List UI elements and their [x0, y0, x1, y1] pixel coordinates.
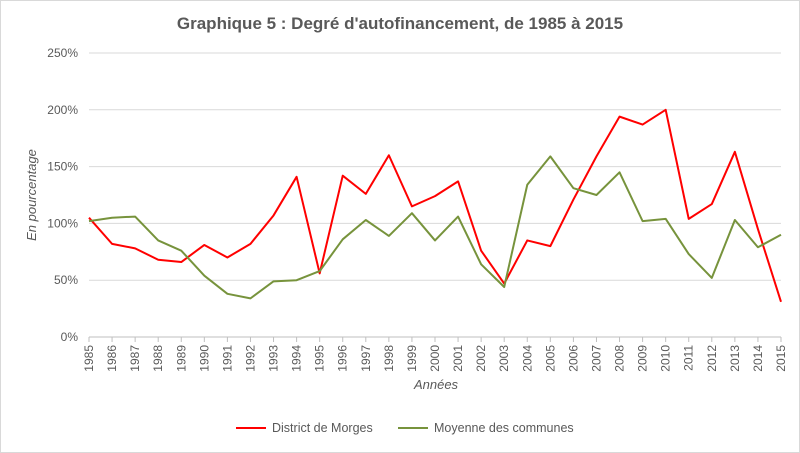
series-line-district-de-morges: [88, 108, 782, 303]
x-tick-label: 1985: [82, 345, 96, 372]
y-tick-label: 0%: [61, 330, 79, 344]
x-tick-label: 1993: [267, 345, 281, 372]
x-tick-label: 1991: [220, 345, 234, 372]
x-tick-label: 2001: [451, 345, 465, 372]
x-tick-label: 1999: [405, 345, 419, 372]
x-tick-label: 1989: [174, 345, 188, 372]
series-line-moyenne-des-communes: [88, 155, 782, 300]
x-tick-label: 1998: [382, 345, 396, 372]
x-tick-label: 1992: [243, 345, 257, 372]
y-axis-label: En pourcentage: [24, 149, 39, 241]
x-tick-label: 1995: [313, 345, 327, 372]
x-tick-label: 2009: [636, 345, 650, 372]
legend-label: Moyenne des communes: [434, 421, 574, 435]
x-axis-label: Années: [413, 377, 459, 392]
y-tick-labels: 0% 50% 100% 150% 200% 250%: [47, 46, 78, 344]
x-tick-label: 2010: [659, 345, 673, 372]
x-tick-label: 2003: [497, 345, 511, 372]
x-tick-label: 1996: [336, 345, 350, 372]
x-tick-label: 2012: [705, 345, 719, 372]
x-tick-label: 2004: [520, 345, 534, 372]
x-tick-label: 2002: [474, 345, 488, 372]
x-tick-label: 2008: [613, 345, 627, 372]
y-tick-label: 150%: [47, 160, 78, 174]
legend-label: District de Morges: [272, 421, 373, 435]
y-tick-label: 250%: [47, 46, 78, 60]
x-tick-label: 2006: [566, 345, 580, 372]
x-tick-label: 2013: [728, 345, 742, 372]
x-tick-label: 1997: [359, 345, 373, 372]
x-tick-label: 1986: [105, 345, 119, 372]
x-tick-label: 2000: [428, 345, 442, 372]
gridlines: [88, 52, 782, 342]
x-tick-label: 2011: [682, 345, 696, 371]
y-tick-label: 200%: [47, 103, 78, 117]
x-tick-label: 2007: [589, 345, 603, 372]
y-tick-label: 100%: [47, 216, 78, 230]
x-tick-label: 1990: [197, 345, 211, 372]
x-tick-labels: 1985 1986 1987 1988 1989 1990 1991 1992 1993 1994…: [82, 345, 788, 372]
x-tick-label: 1987: [128, 345, 142, 372]
y-tick-label: 50%: [54, 273, 78, 287]
x-tick-label: 2015: [774, 345, 788, 372]
series-lines: [88, 108, 782, 303]
x-tick-label: 2014: [751, 345, 765, 372]
x-tick-label: 1994: [290, 345, 304, 372]
legend: District de Morges Moyenne des communes: [236, 421, 574, 435]
x-tick-label: 1988: [151, 345, 165, 372]
chart-title: Graphique 5 : Degré d'autofinancement, d…: [177, 14, 623, 33]
x-tick-label: 2005: [543, 345, 557, 372]
